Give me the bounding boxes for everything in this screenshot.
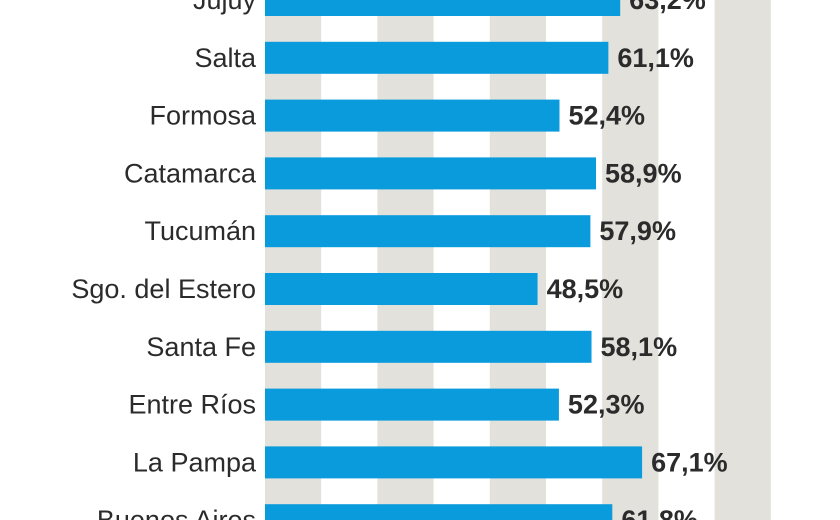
category-label: Formosa xyxy=(149,101,257,131)
category-label: Salta xyxy=(194,43,257,73)
category-label: La Pampa xyxy=(133,447,257,477)
bar xyxy=(265,41,609,74)
bar xyxy=(265,215,591,248)
category-label: Santa Fe xyxy=(146,332,256,362)
bar xyxy=(265,446,643,479)
bars xyxy=(265,0,643,520)
category-label: Sgo. del Estero xyxy=(71,274,256,304)
grid-band xyxy=(489,0,546,520)
grid-bands xyxy=(265,0,771,520)
category-label: Jujuy xyxy=(193,0,257,15)
grid-band xyxy=(377,0,434,520)
grid-band xyxy=(265,0,322,520)
value-label: 58,9% xyxy=(605,158,682,188)
grid-band xyxy=(714,0,771,520)
value-label: 61,1% xyxy=(617,43,694,73)
category-label: Buenos Aires xyxy=(97,505,256,520)
value-label: 52,3% xyxy=(568,390,645,420)
category-labels: Jujuy Salta Formosa Catamarca Tucumán Sgo. de… xyxy=(71,0,257,520)
value-label: 48,5% xyxy=(547,274,624,304)
category-label: Tucumán xyxy=(144,216,256,246)
bar xyxy=(265,388,559,421)
value-label: 52,4% xyxy=(568,101,645,131)
value-label: 61,8% xyxy=(621,505,698,520)
value-labels: 63,2% 61,1% 52,4% 58,9% 57,9% 48,5% 58,1% 52,3%… xyxy=(547,0,728,520)
grid-band xyxy=(602,0,659,520)
bar xyxy=(265,0,621,16)
value-label: 58,1% xyxy=(601,332,678,362)
bar xyxy=(265,99,560,132)
value-label: 63,2% xyxy=(629,0,706,15)
value-label: 57,9% xyxy=(599,216,676,246)
bar xyxy=(265,157,597,190)
value-label: 67,1% xyxy=(651,447,728,477)
bar xyxy=(265,273,538,305)
category-label: Catamarca xyxy=(124,158,257,188)
category-label: Entre Ríos xyxy=(128,390,256,420)
bar xyxy=(265,330,592,363)
bar xyxy=(265,504,613,520)
